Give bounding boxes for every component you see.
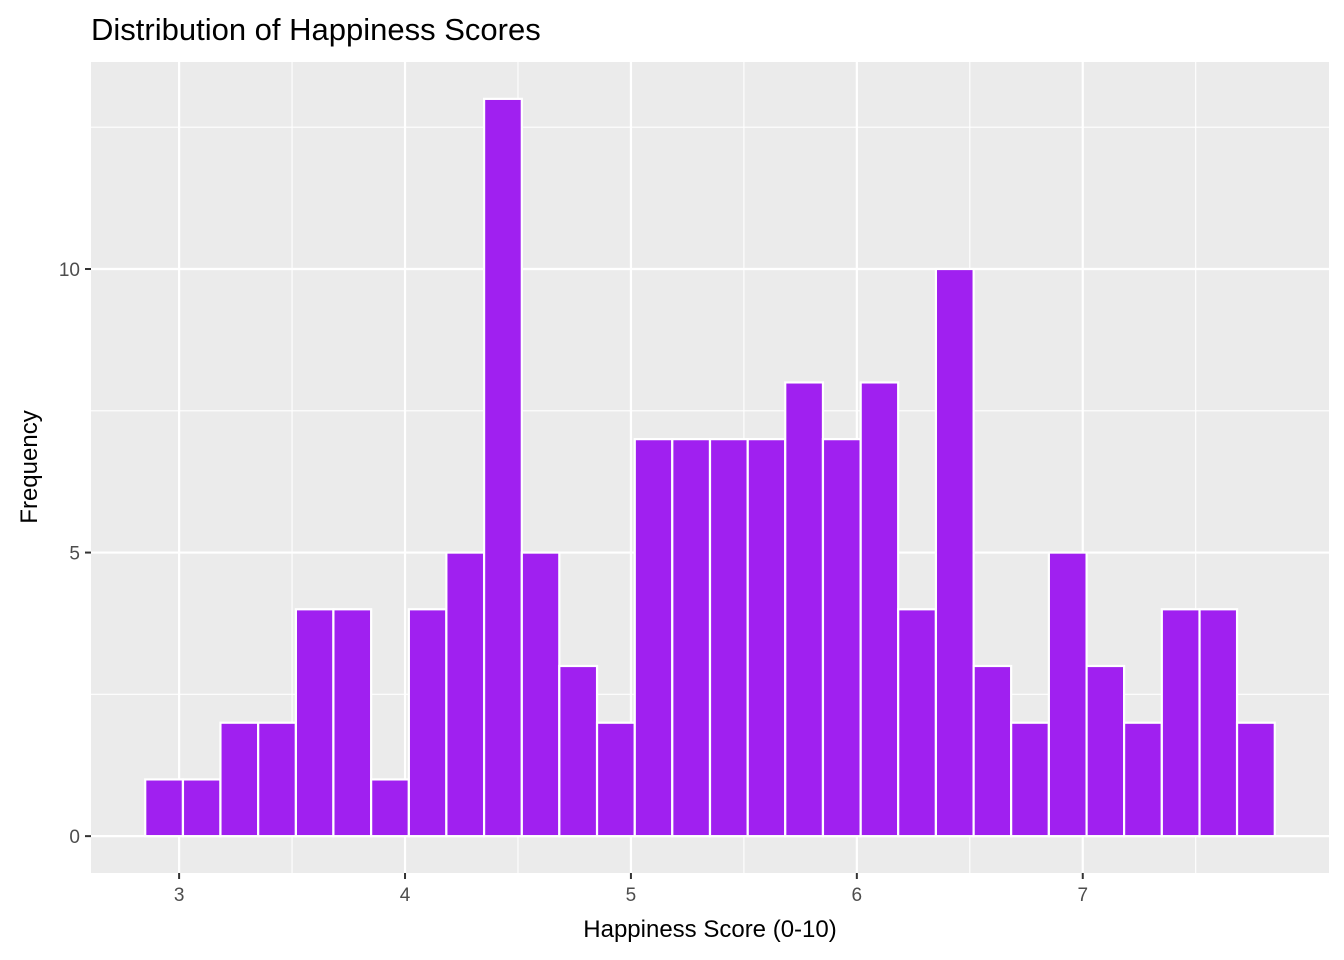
histogram-bar — [294, 608, 335, 838]
histogram-bar — [784, 381, 825, 838]
histogram-bar — [445, 551, 486, 838]
histogram-bar — [219, 721, 260, 838]
histogram-bar — [1010, 721, 1050, 838]
histogram-bar — [407, 608, 448, 838]
histogram-bar — [482, 97, 523, 838]
histogram-bar — [708, 438, 749, 838]
histogram-bar — [257, 721, 298, 838]
y-tick-label: 5 — [69, 544, 80, 565]
histogram-bar — [897, 608, 938, 838]
histogram-bar — [1085, 664, 1126, 838]
chart-title: Distribution of Happiness Scores — [91, 12, 541, 47]
histogram-bar — [144, 778, 185, 838]
histogram-bar — [821, 438, 862, 838]
y-axis: 0 5 10 — [59, 260, 91, 848]
histogram-bar — [1235, 721, 1276, 838]
x-tick-label: 7 — [1077, 885, 1088, 906]
histogram-bar — [1198, 608, 1239, 838]
histogram-bar — [746, 438, 787, 838]
histogram-bar — [859, 381, 900, 838]
histogram-bar — [1160, 608, 1201, 838]
histogram-bar — [1047, 551, 1088, 838]
histogram-bar — [520, 551, 561, 838]
histogram-bar — [934, 267, 975, 838]
histogram-bar — [633, 438, 674, 838]
x-tick-label: 6 — [852, 885, 863, 906]
histogram-bar — [181, 778, 222, 838]
x-tick-label: 3 — [174, 885, 185, 906]
histogram-bar — [370, 778, 410, 838]
histogram-bar — [595, 721, 636, 838]
x-axis: 3 4 5 6 7 — [174, 873, 1088, 906]
histogram-bar — [332, 608, 373, 838]
histogram-bar — [671, 438, 712, 838]
histogram-bar — [972, 664, 1013, 838]
histogram-bar — [1122, 721, 1163, 838]
y-axis-title: Frequency — [16, 410, 43, 523]
y-tick-label: 10 — [59, 260, 80, 281]
bars — [144, 97, 1276, 838]
y-tick-label: 0 — [69, 827, 80, 848]
x-axis-title: Happiness Score (0-10) — [583, 916, 836, 943]
x-tick-label: 5 — [626, 885, 637, 906]
histogram-bar — [558, 664, 599, 838]
x-tick-label: 4 — [400, 885, 411, 906]
